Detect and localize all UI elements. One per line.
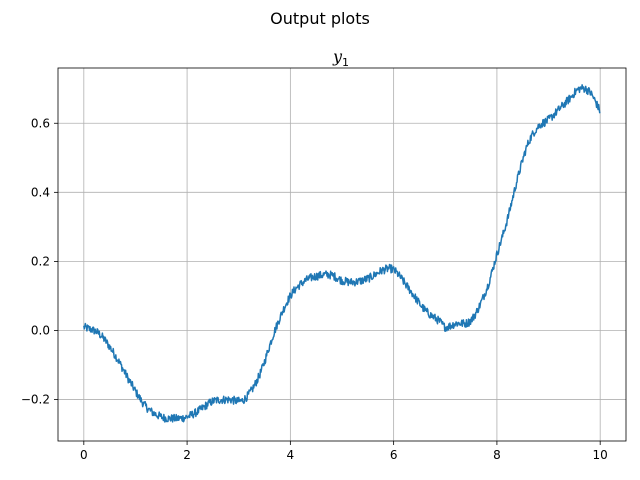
axes-frame bbox=[57, 67, 627, 442]
x-tick-label: 4 bbox=[287, 448, 295, 462]
y-tick-label: 0.2 bbox=[31, 254, 50, 268]
plot-title-base: y bbox=[332, 47, 343, 66]
grid bbox=[58, 68, 626, 441]
x-tick-label: 0 bbox=[80, 448, 88, 462]
y-tick-label: 0.0 bbox=[31, 323, 50, 337]
plot-title: y1 bbox=[332, 47, 349, 69]
x-tick-label: 2 bbox=[183, 448, 191, 462]
y-axis: −0.2 0.0 0.2 0.4 0.6 bbox=[21, 116, 58, 407]
y-tick-label: −0.2 bbox=[21, 393, 50, 407]
figure-suptitle: Output plots bbox=[270, 9, 370, 28]
x-tick-label: 10 bbox=[593, 448, 608, 462]
series-line bbox=[83, 84, 601, 423]
x-tick-label: 8 bbox=[493, 448, 501, 462]
plot-title-subscript: 1 bbox=[342, 56, 349, 69]
x-tick-label: 6 bbox=[390, 448, 398, 462]
y-tick-label: 0.6 bbox=[31, 116, 50, 130]
series-layer bbox=[83, 84, 601, 423]
y-tick-label: 0.4 bbox=[31, 185, 50, 199]
x-axis: 0 2 4 6 8 10 bbox=[80, 441, 608, 462]
